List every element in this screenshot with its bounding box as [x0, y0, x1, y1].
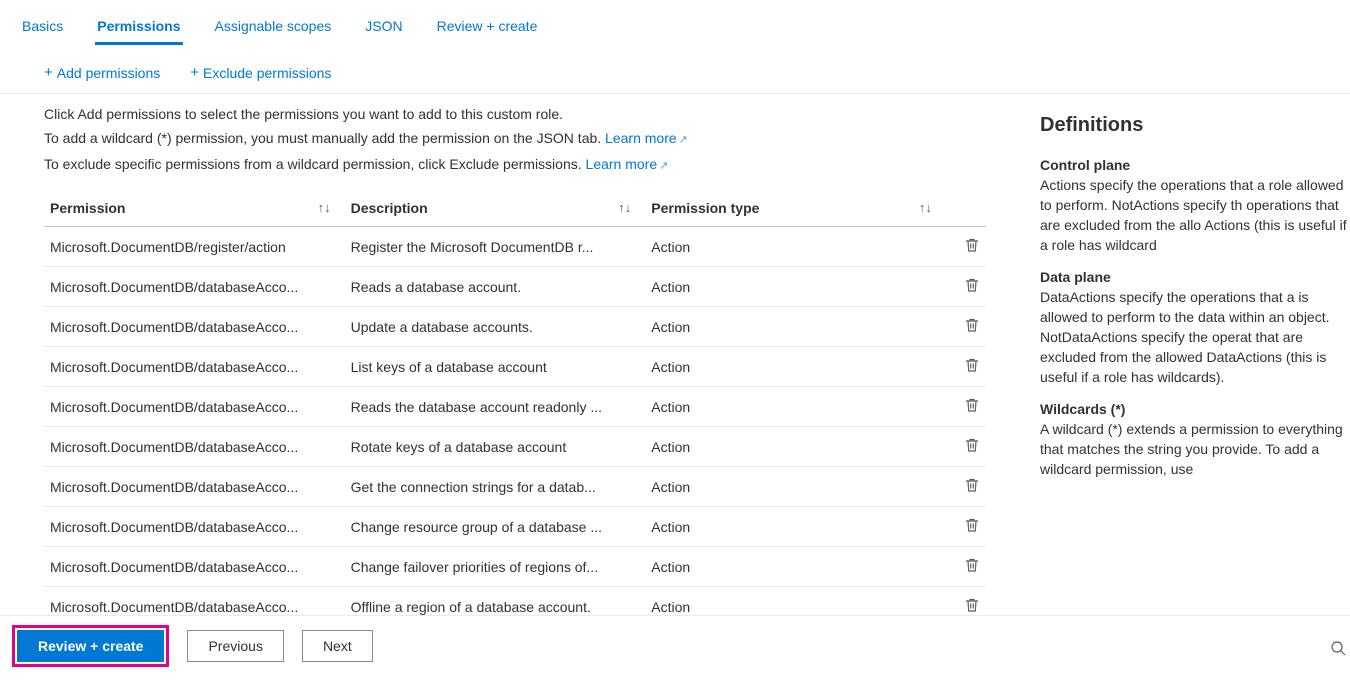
cell-permission: Microsoft.DocumentDB/databaseAcco... — [44, 307, 345, 347]
cell-type: Action — [645, 467, 946, 507]
cell-description: Reads a database account. — [345, 267, 646, 307]
toolbar: + Add permissions + Exclude permissions — [0, 46, 1350, 94]
cell-permission: Microsoft.DocumentDB/databaseAcco... — [44, 267, 345, 307]
plus-icon: + — [44, 64, 53, 81]
add-permissions-link[interactable]: + Add permissions — [44, 64, 160, 81]
trash-icon[interactable] — [964, 360, 980, 376]
learn-more-wildcard-link[interactable]: Learn more↗ — [605, 130, 688, 146]
cell-type: Action — [645, 347, 946, 387]
trash-icon[interactable] — [964, 600, 980, 616]
cell-type: Action — [645, 427, 946, 467]
intro-line-1: Click Add permissions to select the perm… — [44, 104, 986, 124]
trash-icon[interactable] — [964, 560, 980, 576]
external-link-icon: ↗ — [679, 134, 688, 146]
trash-icon[interactable] — [964, 280, 980, 296]
trash-icon[interactable] — [964, 440, 980, 456]
cell-type: Action — [645, 307, 946, 347]
learn-more-exclude-link[interactable]: Learn more↗ — [586, 156, 669, 172]
table-row: Microsoft.DocumentDB/databaseAcco...Read… — [44, 267, 986, 307]
previous-button[interactable]: Previous — [187, 630, 283, 662]
sort-icon: ↑↓ — [618, 200, 631, 215]
cell-description: Change failover priorities of regions of… — [345, 547, 646, 587]
next-button[interactable]: Next — [302, 630, 373, 662]
definition-text: A wildcard (*) extends a permission to e… — [1040, 419, 1350, 479]
cell-description: Update a database accounts. — [345, 307, 646, 347]
cell-description: Get the connection strings for a datab..… — [345, 467, 646, 507]
cell-permission: Microsoft.DocumentDB/databaseAcco... — [44, 507, 345, 547]
learn-more-label: Learn more — [605, 130, 677, 146]
table-row: Microsoft.DocumentDB/databaseAcco...Read… — [44, 387, 986, 427]
intro-line-3-text: To exclude specific permissions from a w… — [44, 156, 586, 172]
sort-icon: ↑↓ — [318, 200, 331, 215]
col-type-label: Permission type — [651, 200, 759, 216]
trash-icon[interactable] — [964, 320, 980, 336]
table-row: Microsoft.DocumentDB/databaseAcco...Upda… — [44, 307, 986, 347]
cell-type: Action — [645, 387, 946, 427]
col-description-label: Description — [351, 200, 428, 216]
main-column: Click Add permissions to select the perm… — [0, 94, 1030, 639]
cell-description: Rotate keys of a database account — [345, 427, 646, 467]
trash-icon[interactable] — [964, 520, 980, 536]
col-permission-label: Permission — [50, 200, 125, 216]
permissions-table: Permission ↑↓ Description ↑↓ Permission ty… — [44, 190, 986, 627]
table-row: Microsoft.DocumentDB/databaseAcco...Rota… — [44, 427, 986, 467]
col-description[interactable]: Description ↑↓ — [345, 190, 646, 227]
tab-assignable-scopes[interactable]: Assignable scopes — [213, 10, 334, 45]
table-row: Microsoft.DocumentDB/databaseAcco...Chan… — [44, 547, 986, 587]
col-permission[interactable]: Permission ↑↓ — [44, 190, 345, 227]
review-create-highlight: Review + create — [12, 625, 169, 667]
col-type[interactable]: Permission type ↑↓ — [645, 190, 946, 227]
definition-subheading: Control plane — [1040, 157, 1350, 173]
definitions-panel: Definitions Control plane Actions specify… — [1030, 94, 1350, 639]
trash-icon[interactable] — [964, 400, 980, 416]
cell-permission: Microsoft.DocumentDB/register/action — [44, 227, 345, 267]
definition-subheading: Data plane — [1040, 269, 1350, 285]
add-permissions-label: Add permissions — [57, 65, 161, 81]
plus-icon: + — [190, 64, 199, 81]
cell-type: Action — [645, 227, 946, 267]
tab-row: Basics Permissions Assignable scopes JSO… — [0, 10, 1350, 46]
cell-permission: Microsoft.DocumentDB/databaseAcco... — [44, 387, 345, 427]
definition-text: Actions specify the operations that a ro… — [1040, 175, 1350, 255]
tab-basics[interactable]: Basics — [20, 10, 65, 45]
cell-description: List keys of a database account — [345, 347, 646, 387]
exclude-permissions-link[interactable]: + Exclude permissions — [190, 64, 331, 81]
cell-description: Change resource group of a database ... — [345, 507, 646, 547]
trash-icon[interactable] — [964, 480, 980, 496]
review-create-button[interactable]: Review + create — [17, 630, 164, 662]
definitions-heading: Definitions — [1040, 114, 1350, 137]
table-row: Microsoft.DocumentDB/databaseAcco...List… — [44, 347, 986, 387]
tab-review-create[interactable]: Review + create — [435, 10, 540, 45]
cell-description: Reads the database account readonly ... — [345, 387, 646, 427]
intro-line-3: To exclude specific permissions from a w… — [44, 154, 986, 176]
cell-permission: Microsoft.DocumentDB/databaseAcco... — [44, 467, 345, 507]
cell-type: Action — [645, 547, 946, 587]
cell-type: Action — [645, 267, 946, 307]
cell-description: Register the Microsoft DocumentDB r... — [345, 227, 646, 267]
cell-permission: Microsoft.DocumentDB/databaseAcco... — [44, 427, 345, 467]
cell-permission: Microsoft.DocumentDB/databaseAcco... — [44, 347, 345, 387]
intro-line-2: To add a wildcard (*) permission, you mu… — [44, 128, 986, 150]
definition-subheading: Wildcards (*) — [1040, 401, 1350, 417]
table-row: Microsoft.DocumentDB/register/actionRegi… — [44, 227, 986, 267]
definition-text: DataActions specify the operations that … — [1040, 287, 1350, 387]
intro-line-2-text: To add a wildcard (*) permission, you mu… — [44, 130, 605, 146]
learn-more-label: Learn more — [586, 156, 658, 172]
table-row: Microsoft.DocumentDB/databaseAcco...Chan… — [44, 507, 986, 547]
tab-permissions[interactable]: Permissions — [95, 10, 182, 45]
external-link-icon: ↗ — [659, 160, 668, 172]
sort-icon: ↑↓ — [919, 200, 932, 215]
tab-json[interactable]: JSON — [363, 10, 404, 45]
cell-permission: Microsoft.DocumentDB/databaseAcco... — [44, 547, 345, 587]
footer-bar: Review + create Previous Next — [0, 615, 1350, 675]
search-icon[interactable] — [1330, 640, 1346, 661]
cell-type: Action — [645, 507, 946, 547]
trash-icon[interactable] — [964, 240, 980, 256]
table-row: Microsoft.DocumentDB/databaseAcco...Get … — [44, 467, 986, 507]
exclude-permissions-label: Exclude permissions — [203, 65, 331, 81]
